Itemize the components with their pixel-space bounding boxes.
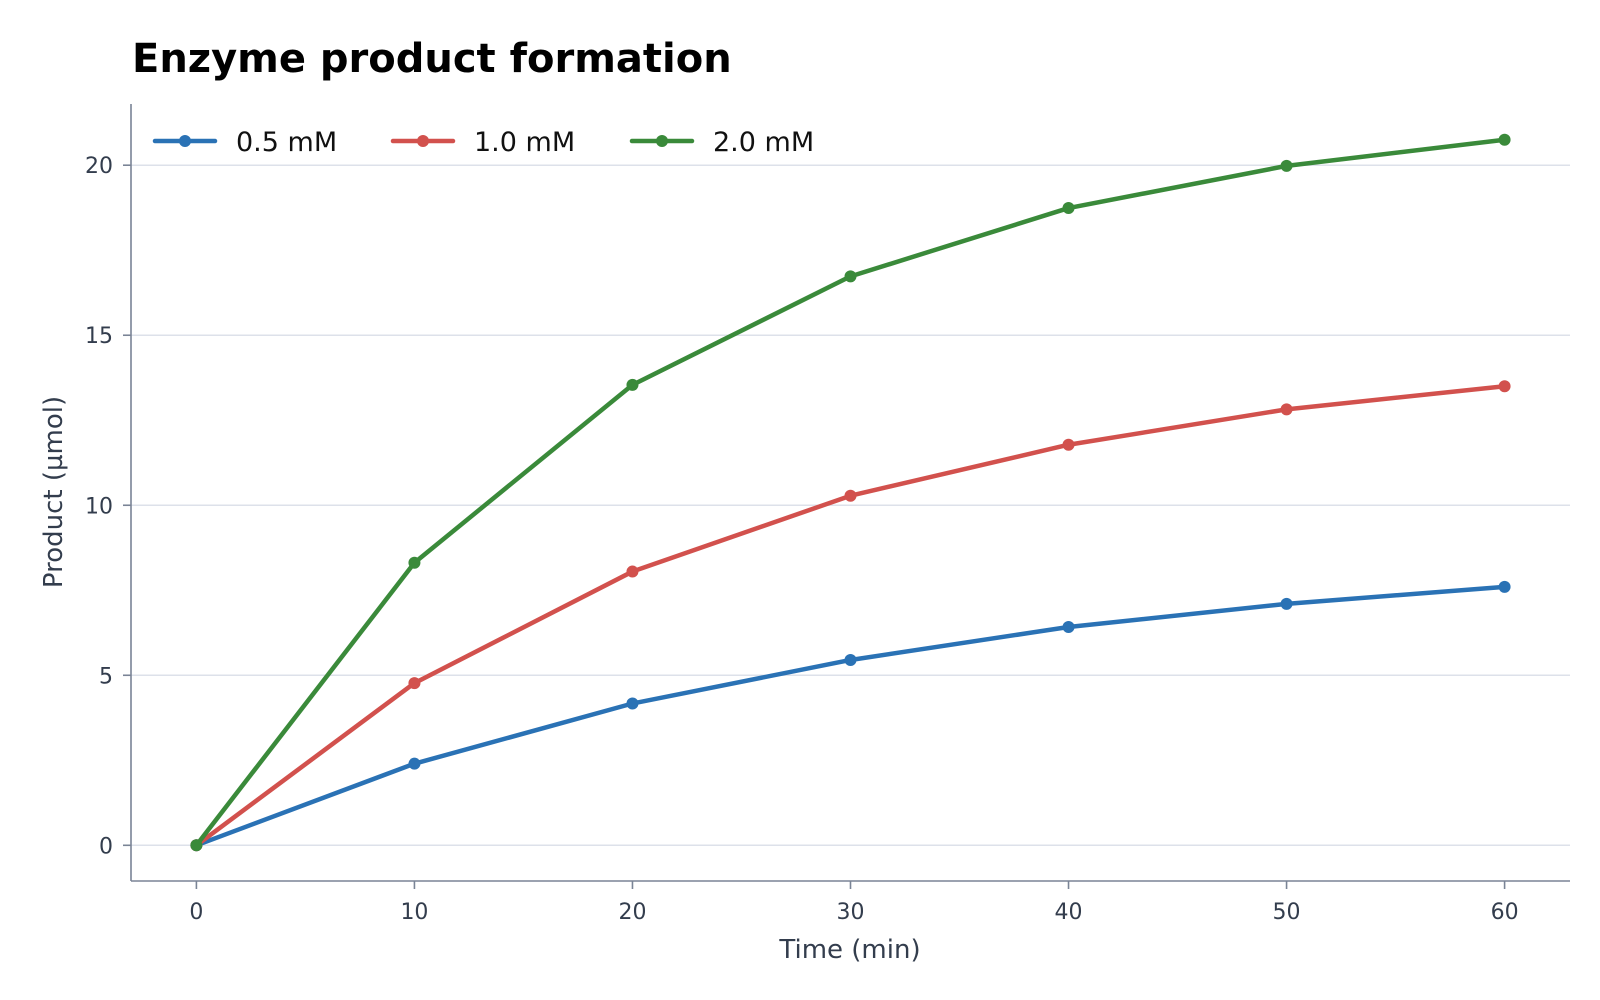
series-layer bbox=[190, 133, 1511, 852]
legend-swatch-marker bbox=[417, 135, 429, 147]
legend-swatch-marker bbox=[179, 135, 191, 147]
chart-title: Enzyme product formation bbox=[132, 36, 732, 82]
x-tick-label: 60 bbox=[1491, 900, 1519, 925]
data-point bbox=[1498, 133, 1511, 146]
data-point bbox=[844, 653, 857, 666]
legend-item-1-0-mm: 1.0 mM bbox=[390, 127, 575, 158]
data-point bbox=[844, 489, 857, 502]
data-point bbox=[1062, 202, 1075, 215]
data-point bbox=[626, 378, 639, 391]
data-point bbox=[1280, 597, 1293, 610]
y-tick-label: 10 bbox=[85, 494, 113, 519]
y-axis-label: Product (µmol) bbox=[39, 396, 69, 588]
data-point bbox=[1498, 580, 1511, 593]
x-tick-label: 50 bbox=[1273, 900, 1301, 925]
y-tick-label: 20 bbox=[85, 154, 113, 179]
x-tick-label: 0 bbox=[189, 900, 203, 925]
x-tick-label: 20 bbox=[618, 900, 646, 925]
gridlines bbox=[131, 164, 1570, 847]
legend-label: 2.0 mM bbox=[713, 127, 814, 158]
data-point bbox=[408, 677, 421, 690]
series-line-1-0-mm bbox=[194, 383, 1507, 848]
x-tick-label: 30 bbox=[837, 900, 865, 925]
series-2-0-mm bbox=[190, 133, 1511, 852]
x-ticks: 0 10 20 30 40 50 60 bbox=[189, 881, 1519, 925]
data-point bbox=[190, 839, 203, 852]
x-tick-label: 10 bbox=[400, 900, 428, 925]
x-axis-label: Time (min) bbox=[778, 935, 920, 965]
data-point bbox=[1062, 438, 1075, 451]
data-point bbox=[1498, 380, 1511, 393]
y-tick-label: 5 bbox=[99, 664, 113, 689]
legend-item-2-0-mm: 2.0 mM bbox=[629, 127, 814, 158]
data-point bbox=[626, 565, 639, 578]
data-point bbox=[408, 757, 421, 770]
x-tick-label: 40 bbox=[1055, 900, 1083, 925]
data-point bbox=[1280, 403, 1293, 416]
series-0-5-mm bbox=[190, 580, 1511, 852]
data-point bbox=[626, 697, 639, 710]
series-1-0-mm bbox=[190, 380, 1511, 852]
data-point bbox=[1062, 620, 1075, 633]
y-tick-label: 0 bbox=[99, 834, 113, 859]
legend-label: 0.5 mM bbox=[236, 127, 337, 158]
y-tick-label: 15 bbox=[85, 324, 113, 349]
data-point bbox=[408, 556, 421, 569]
legend: 0.5 mM 1.0 mM 2.0 mM bbox=[152, 127, 814, 158]
data-point bbox=[1280, 159, 1293, 172]
legend-item-0-5-mm: 0.5 mM bbox=[152, 127, 337, 158]
data-point bbox=[844, 270, 857, 283]
y-ticks: 0 5 10 15 20 bbox=[85, 154, 131, 859]
legend-swatch-marker bbox=[656, 135, 668, 147]
legend-label: 1.0 mM bbox=[474, 127, 575, 158]
series-line-0-5-mm bbox=[194, 584, 1507, 848]
